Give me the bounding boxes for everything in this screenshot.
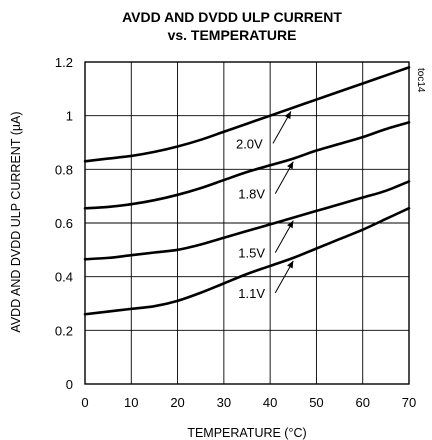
series-line-1.5V <box>83 180 411 261</box>
series-arrowhead-1.8V <box>287 161 294 170</box>
figure-code: toc14 <box>415 68 426 93</box>
data-series <box>83 66 411 316</box>
x-tick-label: 60 <box>355 395 369 410</box>
y-tick-label: 1.2 <box>55 55 73 70</box>
series-line-1.8V <box>83 121 411 210</box>
x-tick-label: 10 <box>124 395 138 410</box>
x-tick-label: 50 <box>309 395 323 410</box>
x-tick-label: 30 <box>217 395 231 410</box>
series-label-1.5V: 1.5V <box>238 246 265 261</box>
y-tick-label: 1 <box>66 109 73 124</box>
y-tick-labels: 0 0.2 0.4 0.6 0.8 1 1.2 <box>55 55 73 392</box>
series-label-2.0V: 2.0V <box>236 136 263 151</box>
series-arrowhead-2.0V <box>284 111 291 120</box>
series-label-1.8V: 1.8V <box>238 187 265 202</box>
series-arrowhead-1.1V <box>287 260 294 269</box>
x-tick-label: 40 <box>263 395 277 410</box>
series-line-2.0V <box>83 66 411 163</box>
series-line-1.1V <box>83 206 411 316</box>
x-tick-label: 70 <box>402 395 416 410</box>
y-tick-label: 0.2 <box>55 323 73 338</box>
y-tick-label: 0.8 <box>55 162 73 177</box>
y-tick-label: 0.6 <box>55 216 73 231</box>
y-tick-label: 0.4 <box>55 270 73 285</box>
y-tick-label: 0 <box>66 377 73 392</box>
x-tick-label: 20 <box>170 395 184 410</box>
x-tick-label: 0 <box>81 395 88 410</box>
series-annotations: 2.0V 1.8V 1.5V 1.1V <box>236 111 294 301</box>
x-axis-label: TEMPERATURE (°C) <box>187 426 306 440</box>
chart-title-line-2: vs. TEMPERATURE <box>168 27 297 43</box>
gridlines <box>84 61 410 385</box>
x-tick-labels: 0 10 20 30 40 50 60 70 <box>81 395 416 410</box>
y-axis-label: AVDD AND DVDD ULP CURRENT (µA) <box>9 111 23 332</box>
series-label-1.1V: 1.1V <box>238 286 265 301</box>
plot-frame <box>84 61 410 385</box>
series-arrowhead-1.5V <box>287 220 294 229</box>
chart-title-line-1: AVDD AND DVDD ULP CURRENT <box>122 9 342 25</box>
